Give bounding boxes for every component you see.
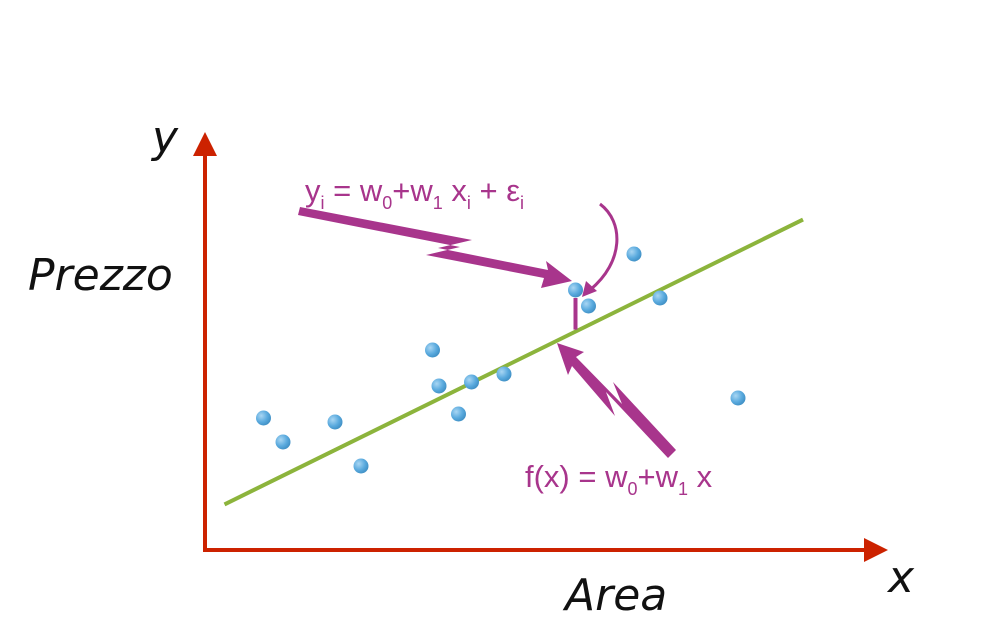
annotation-arrows <box>298 207 676 458</box>
x-axis-arrowhead <box>864 538 888 562</box>
data-point <box>425 342 440 358</box>
x-axis-name: Area <box>562 570 667 621</box>
epsilon-arrow <box>589 202 619 292</box>
data-point <box>568 282 583 298</box>
data-points <box>256 246 746 474</box>
data-point <box>275 434 291 450</box>
model-equation: f(x) = w0+w1 x <box>525 459 713 499</box>
data-point <box>652 290 668 306</box>
data-point <box>626 246 642 262</box>
observation-equation: yi = w0+w1 xi + εi <box>305 173 524 213</box>
y-axis-name: Prezzo <box>28 250 173 301</box>
model-arrow <box>557 343 676 458</box>
data-point <box>431 378 447 394</box>
x-axis-symbol: x <box>886 552 915 603</box>
epsilon-arrowhead <box>582 281 597 297</box>
data-point <box>451 406 466 422</box>
data-point <box>256 410 271 426</box>
data-point <box>353 458 369 474</box>
data-point <box>581 298 596 314</box>
y-axis-arrowhead <box>193 132 217 156</box>
data-point <box>327 414 343 430</box>
data-point <box>496 366 512 382</box>
axes <box>193 132 888 562</box>
regression-line <box>223 217 804 507</box>
data-point <box>464 374 479 390</box>
y-axis-symbol: y <box>150 112 179 163</box>
observation-arrow <box>298 207 572 288</box>
data-point <box>730 390 746 406</box>
